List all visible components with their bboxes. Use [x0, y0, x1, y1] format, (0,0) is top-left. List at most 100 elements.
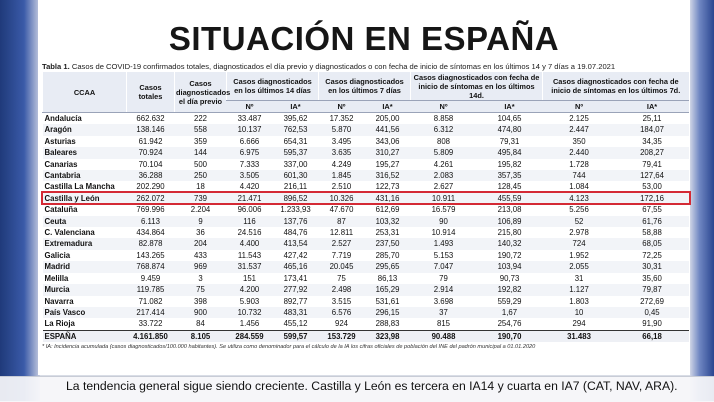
- total-cell: 323,98: [364, 329, 411, 343]
- row-cell: 531,61: [375, 296, 400, 306]
- row-ccaa-name: Castilla La Mancha: [44, 182, 115, 192]
- row-cell: 36.288: [126, 170, 175, 182]
- row-cell: 215,80: [497, 228, 522, 238]
- background-left-panel: [0, 0, 40, 401]
- row-cell: 6.312: [410, 124, 477, 136]
- row-ccaa-name: Cataluña: [44, 205, 78, 215]
- row-cell: 172,16: [615, 192, 689, 205]
- row-cell: 143.265: [136, 250, 165, 260]
- row-cell: 10.914: [431, 228, 456, 238]
- row-cell: 24.516: [237, 228, 262, 238]
- row-cell: 310,27: [364, 147, 411, 159]
- row-cell: 808: [437, 136, 451, 146]
- row-cell: 465,16: [272, 261, 319, 273]
- row-cell: 84: [196, 319, 205, 329]
- row-cell: 10.326: [318, 192, 365, 205]
- subheader-n: Nº: [542, 100, 616, 113]
- slide: SITUACIÓN EN ESPAÑA Tabla 1. Casos de CO…: [38, 0, 691, 375]
- row-cell: 739: [174, 192, 227, 205]
- row-cell: 0,45: [615, 306, 689, 319]
- row-cell: 79,31: [499, 136, 520, 146]
- row-cell: 106,89: [476, 215, 543, 228]
- row-cell: 190,72: [497, 250, 522, 260]
- row-cell: 35,60: [642, 273, 662, 283]
- row-cell: 37: [410, 306, 477, 319]
- row-cell: 31.537: [226, 261, 273, 273]
- table-caption: Tabla 1. Casos de COVID-19 confirmados t…: [42, 62, 690, 71]
- row-cell: 58,88: [642, 228, 662, 238]
- total-cell: 153.729: [318, 329, 365, 343]
- row-cell: 34,35: [642, 136, 662, 146]
- row-cell: 87: [318, 215, 365, 228]
- subheader-ia: IA*: [272, 100, 319, 113]
- row-cell: 75: [337, 273, 346, 283]
- row-cell: 90,73: [499, 273, 520, 283]
- row-cell: 9.459: [140, 273, 161, 283]
- row-cell: 9: [174, 215, 227, 228]
- row-cell: 68,05: [615, 238, 689, 250]
- subtitle-text: La tendencia general sigue siendo crecie…: [66, 379, 678, 393]
- row-cell: 4.123: [542, 192, 616, 205]
- row-cell: 2.914: [410, 284, 477, 296]
- row-cell: 558: [174, 124, 227, 136]
- row-cell: 3.698: [433, 296, 454, 306]
- row-cell: 441,56: [364, 124, 411, 136]
- row-cell: 208,27: [615, 147, 689, 159]
- row-cell: 427,42: [283, 250, 308, 260]
- row-cell: 138.146: [126, 124, 175, 136]
- row-ccaa-name: Cantabria: [42, 170, 127, 182]
- row-cell: 5.153: [433, 250, 454, 260]
- row-cell: 79: [439, 273, 448, 283]
- table-row: Extremadura 82.878 204 4.400 413,54 2.527 237,…: [42, 238, 689, 250]
- row-ccaa-name: Extremadura: [42, 238, 127, 250]
- table-caption-text: Casos de COVID-19 confirmados totales, d…: [71, 62, 616, 71]
- row-cell: 20.045: [318, 261, 365, 273]
- row-cell: 483,31: [272, 306, 319, 319]
- row-cell: 165,29: [364, 284, 411, 296]
- subheader-ia: IA*: [364, 100, 411, 113]
- row-cell: 11.543: [237, 250, 262, 260]
- row-cell: 4.261: [433, 159, 454, 169]
- table-row: Madrid 768.874 969 31.537 465,16 20.045 295,65…: [42, 261, 689, 273]
- row-cell: 30,31: [615, 261, 689, 273]
- row-cell: 6.975: [226, 147, 273, 159]
- row-cell: 10.732: [226, 306, 273, 319]
- row-cell: 103,32: [364, 215, 411, 228]
- row-cell: 2.204: [190, 205, 211, 215]
- row-cell: 431,16: [364, 192, 411, 205]
- row-cell: 4.420: [239, 182, 260, 192]
- row-cell: 5.870: [318, 124, 365, 136]
- row-cell: 70.924: [126, 147, 175, 159]
- table-row: Murcia 119.785 75 4.200 277,92 2.498 165,29 2.9…: [42, 284, 689, 296]
- row-ccaa-name: Ceuta: [42, 215, 127, 228]
- row-cell: 86,13: [377, 273, 398, 283]
- row-cell: 495,84: [476, 147, 543, 159]
- row-cell: 250: [174, 170, 227, 182]
- row-cell: 316,52: [364, 170, 411, 182]
- row-cell: 7.719: [331, 250, 352, 260]
- table-row: Ceuta 6.113 9 116 137,76 87 103,32 90 106,89 52 61…: [42, 215, 689, 228]
- row-cell: 79,87: [615, 284, 689, 296]
- row-cell: 119.785: [126, 284, 175, 296]
- row-cell: 195,82: [497, 159, 522, 169]
- row-cell: 12.811: [329, 228, 354, 238]
- row-cell: 195,27: [375, 159, 400, 169]
- row-cell: 1.233,93: [280, 205, 311, 215]
- row-cell: 924: [334, 319, 348, 329]
- row-cell: 33.722: [138, 319, 163, 329]
- row-cell: 91,90: [642, 319, 662, 329]
- subheader-n: Nº: [318, 100, 365, 113]
- row-cell: 70.104: [138, 159, 163, 169]
- table-row: Andalucía 662.632 222 33.487 395,62 17.352 205…: [43, 113, 689, 125]
- header-ccaa: CCAA: [42, 72, 127, 113]
- row-cell: 140,32: [476, 238, 543, 250]
- row-cell: 216,11: [283, 182, 308, 192]
- row-cell: 815: [437, 319, 451, 329]
- row-ccaa-name: Baleares: [42, 147, 127, 159]
- row-cell: 104,65: [497, 114, 522, 123]
- row-ccaa-name: C. Valenciana: [44, 228, 95, 238]
- row-ccaa-name: País Vasco: [42, 306, 127, 319]
- row-cell: 1.728: [569, 159, 589, 169]
- row-cell: 2.627: [433, 182, 454, 192]
- covid-cases-table: CCAA Casos totales Casos diagnosticados …: [42, 72, 689, 343]
